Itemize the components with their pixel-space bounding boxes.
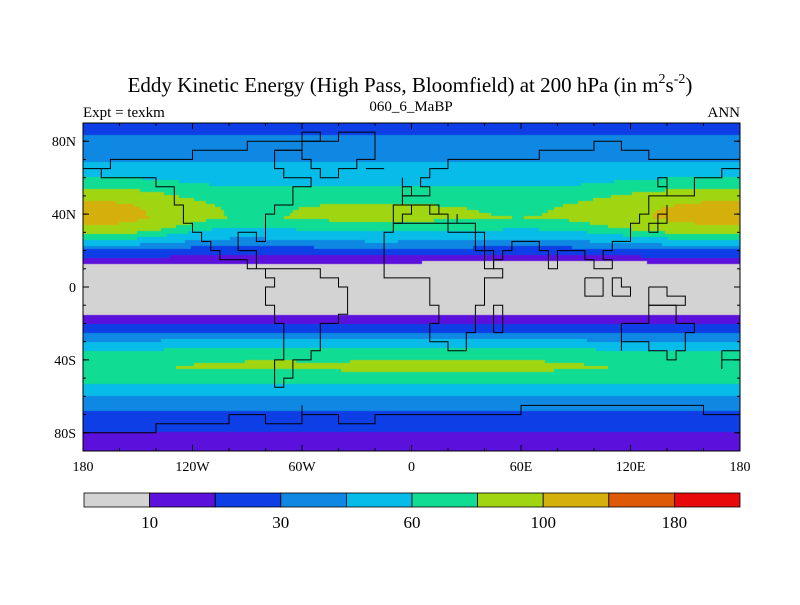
chart-title: Eddy Kinetic Energy (High Pass, Bloomfie… (128, 72, 693, 97)
y-tick-label: 80N (52, 135, 76, 150)
coastline-antarctica (83, 404, 740, 434)
subtitle-left: Expt = texkm (83, 105, 165, 121)
x-axis: 180 120W 60W 0 60E 120E 180 (73, 123, 751, 475)
colorbar-label: 100 (530, 513, 556, 532)
subtitle-right: ANN (708, 105, 741, 121)
y-tick-label: 80S (54, 427, 76, 442)
coastline-africa (383, 222, 504, 352)
colorbar-label: 180 (662, 513, 688, 532)
colorbar-label: 10 (141, 513, 158, 532)
y-tick-label: 0 (69, 281, 76, 296)
coastline-borneo (611, 277, 631, 297)
coastline-japan (648, 205, 668, 233)
colorbar-label: 60 (404, 513, 421, 532)
title-mid: s (666, 73, 674, 97)
colorbar-bin (214, 492, 282, 508)
eke-field (83, 123, 740, 451)
colorbar: 10 30 60 100 180 (83, 492, 741, 532)
x-tick-label: 180 (730, 460, 751, 475)
y-tick-label: 40N (52, 208, 76, 223)
y-axis: 80N 40N 0 40S 80S (52, 135, 740, 442)
x-tick-label: 60W (288, 460, 316, 475)
title-sup-2: -2 (674, 72, 686, 87)
coastline-new-guinea (648, 286, 686, 306)
coastlines (83, 131, 740, 434)
coastline-sumatra (584, 277, 604, 297)
coastline-madagascar (493, 304, 504, 334)
coastline-greenland (274, 131, 376, 179)
coastline-new-zealand (721, 350, 740, 369)
x-tick-label: 120E (616, 460, 646, 475)
colorbar-bin (345, 492, 413, 508)
coastline-eurasia (392, 140, 740, 270)
x-tick-label: 0 (408, 460, 415, 475)
subtitle-center: 060_6_MaBP (369, 99, 452, 115)
colorbar-bin (83, 492, 150, 508)
x-tick-label: 180 (73, 460, 94, 475)
map-panel (82, 122, 741, 452)
title-sup-1: 2 (659, 72, 666, 87)
y-tick-label: 40S (54, 354, 76, 369)
x-tick-label: 60E (510, 460, 533, 475)
colorbar-bin (608, 492, 675, 508)
colorbar-bin (477, 492, 544, 508)
colorbar-bin (149, 492, 216, 508)
colorbar-bin (542, 492, 610, 508)
coastline-south-america (265, 268, 349, 388)
colorbar-bin (674, 492, 741, 508)
coastline-british-isles (401, 177, 412, 197)
colorbar-bin (411, 492, 478, 508)
x-tick-label: 120W (175, 460, 210, 475)
title-suffix: ) (685, 73, 692, 97)
title-prefix: Eddy Kinetic Energy (High Pass, Bloomfie… (128, 73, 659, 97)
colorbar-label: 30 (272, 513, 289, 532)
coastline-north-america (83, 131, 321, 270)
colorbar-bin (280, 492, 347, 508)
